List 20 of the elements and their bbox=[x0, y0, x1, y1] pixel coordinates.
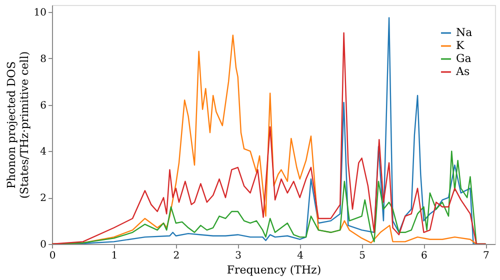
x-tick-label: 0 bbox=[49, 250, 56, 262]
y-axis-title: Phonon projected DOS (States/THz·primitive cell) bbox=[4, 51, 31, 199]
x-tick-label: 6 bbox=[421, 250, 428, 262]
y-tick-label: 2 bbox=[40, 193, 46, 204]
legend-label: Ga bbox=[456, 52, 472, 65]
y-tick-label: 4 bbox=[40, 146, 46, 158]
y-tick-label: 8 bbox=[40, 54, 46, 65]
y-tick-label: 0 bbox=[40, 240, 46, 250]
x-tick-label: 2 bbox=[173, 250, 180, 262]
x-tick-label: 7 bbox=[483, 250, 490, 262]
x-axis-title: Frequency (THz) bbox=[226, 264, 322, 276]
x-tick-label: 4 bbox=[297, 250, 304, 262]
y-tick-label: 6 bbox=[40, 100, 46, 112]
x-tick-label: 1 bbox=[111, 250, 118, 262]
y-tick-label: 10 bbox=[34, 7, 46, 18]
legend-label: As bbox=[455, 65, 470, 78]
legend-label: K bbox=[456, 39, 465, 52]
legend-label: Na bbox=[456, 26, 473, 39]
x-tick-label: 3 bbox=[235, 250, 242, 262]
x-tick-label: 5 bbox=[359, 250, 366, 262]
